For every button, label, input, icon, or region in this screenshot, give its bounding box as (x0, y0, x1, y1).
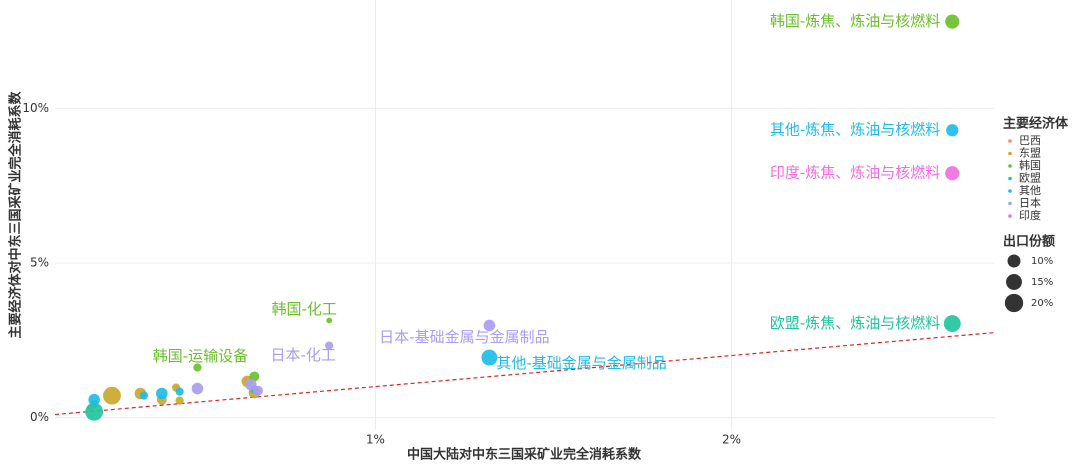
point (946, 124, 959, 137)
legend-marker (1008, 201, 1012, 206)
point (945, 14, 960, 29)
point-label: 印度-炼焦、炼油与核燃料 (770, 164, 940, 182)
point (156, 387, 168, 400)
x-tick-label: 1% (366, 433, 385, 447)
x-axis-title: 中国大陆对中东三国采矿业完全消耗系数 (407, 447, 642, 463)
point (85, 402, 104, 421)
point (326, 317, 333, 324)
legend-label: 韩国 (1019, 158, 1041, 172)
legend-marker (1008, 164, 1012, 168)
size-legend-label: 10% (1031, 256, 1053, 267)
x-tick-label: 2% (722, 433, 741, 447)
legend-label: 东盟 (1019, 147, 1041, 160)
point-label: 韩国-炼焦、炼油与核燃料 (770, 12, 940, 30)
legend-marker (1008, 151, 1012, 156)
point-label: 欧盟-炼焦、炼油与核燃料 (770, 314, 940, 332)
point (88, 393, 100, 406)
point-label: 其他-基础金属与金属制品 (496, 354, 666, 372)
legend-marker (1008, 176, 1012, 181)
point (481, 349, 498, 366)
point (175, 387, 184, 396)
point (252, 385, 263, 396)
legend-label: 日本 (1019, 196, 1041, 210)
size-legend-title: 出口份额 (1003, 234, 1055, 250)
legend-title: 主要经济体 (1003, 116, 1069, 132)
point (193, 363, 202, 372)
point (191, 382, 204, 395)
point-label: 韩国-化工 (271, 300, 336, 318)
point (945, 166, 960, 181)
point (943, 315, 961, 333)
point (175, 396, 184, 405)
trend-line (54, 331, 996, 416)
y-axis-title: 主要经济体对中东三国采矿业完全消耗系数 (8, 91, 24, 339)
size-legend-label: 20% (1031, 298, 1053, 309)
point-label: 其他-炼焦、炼油与核燃料 (770, 121, 940, 139)
legend-label: 巴西 (1019, 134, 1041, 147)
legend-label: 印度 (1019, 208, 1041, 222)
size-legend-marker (1006, 274, 1022, 290)
size-legend-marker (1004, 293, 1024, 313)
point-label: 日本-基础金属与金属制品 (379, 328, 549, 346)
point (483, 319, 496, 332)
legend-label: 欧盟 (1019, 172, 1041, 185)
y-tick-label: 5% (30, 255, 49, 269)
y-tick-label: 10% (22, 101, 49, 115)
point-label: 韩国-运输设备 (153, 347, 248, 365)
legend-label: 其他 (1019, 184, 1041, 197)
point-label: 日本-化工 (270, 346, 335, 364)
legend-marker (1008, 139, 1012, 143)
legend-marker (1008, 214, 1012, 218)
size-legend-label: 15% (1031, 277, 1053, 288)
point (103, 386, 121, 405)
legend-marker (1008, 189, 1012, 193)
point (245, 378, 257, 391)
y-tick-label: 0% (30, 410, 49, 424)
point (139, 391, 149, 400)
point (325, 341, 334, 350)
size-legend-marker (1007, 254, 1021, 268)
